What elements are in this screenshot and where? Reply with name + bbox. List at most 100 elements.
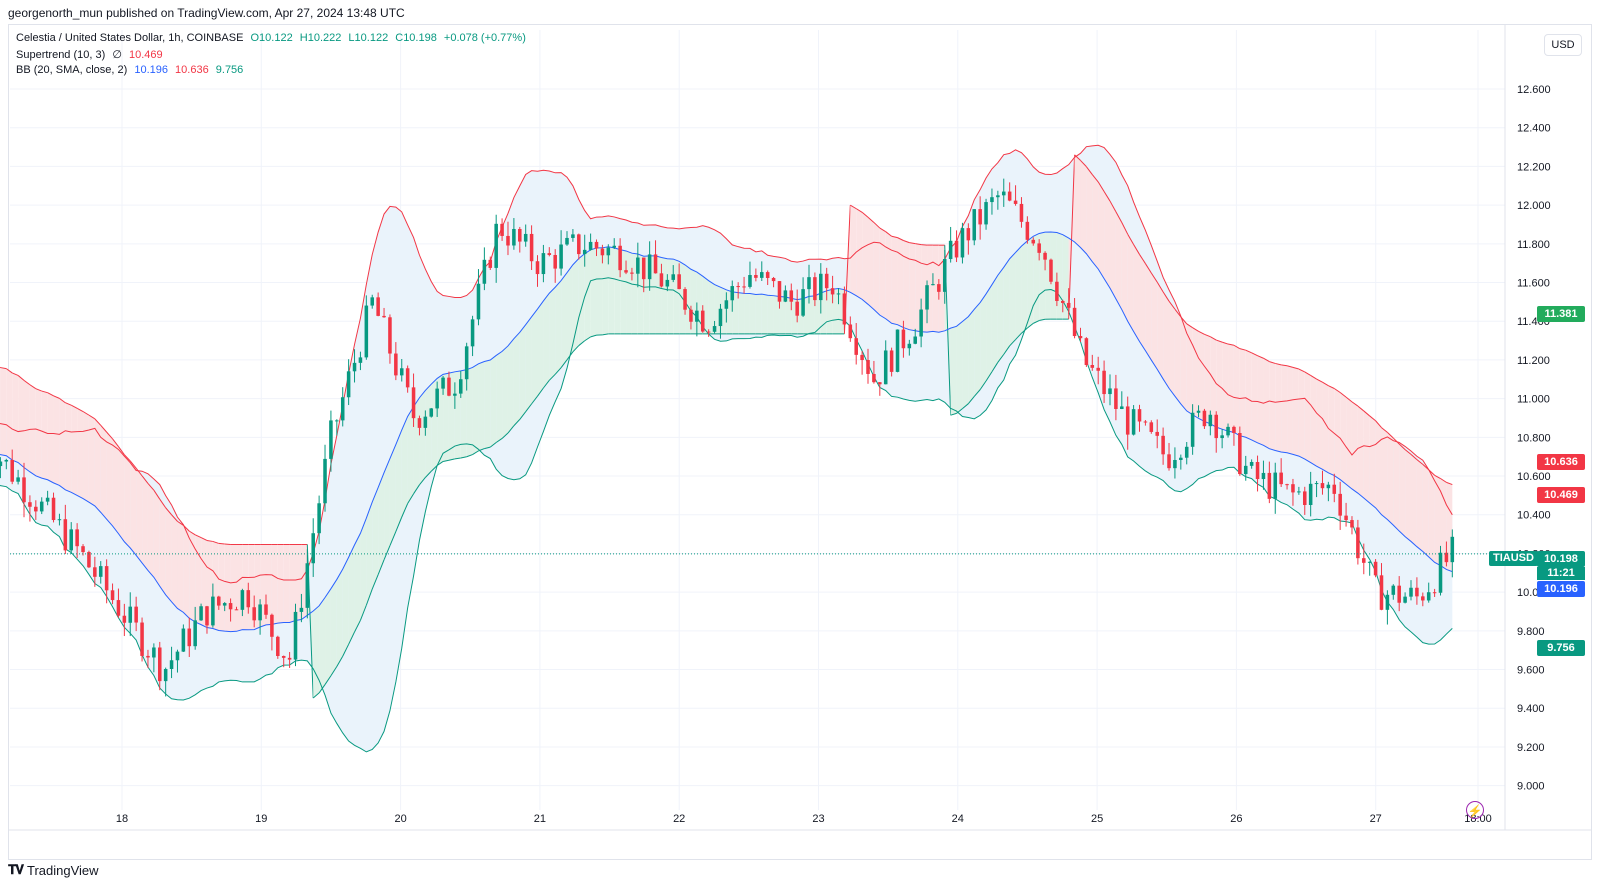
hidden-state-icon[interactable]: ∅ — [112, 49, 122, 61]
candle-body — [612, 245, 616, 248]
supertrend-fill — [6, 368, 13, 461]
supertrend-line — [1103, 191, 1111, 202]
supertrend-line — [1310, 375, 1317, 380]
candle-body — [1332, 484, 1337, 494]
candle-body — [1367, 561, 1372, 563]
candle-body — [441, 377, 445, 389]
time-tick-label: 18 — [116, 813, 128, 825]
candle-body — [712, 326, 717, 332]
candle-body — [429, 408, 434, 417]
supertrend-fill — [236, 544, 243, 632]
supertrend-fill — [1369, 415, 1376, 508]
candle-body — [1249, 461, 1254, 466]
supertrend-fill — [330, 579, 337, 676]
candle-body — [700, 310, 705, 332]
supertrend-line — [59, 397, 66, 404]
candle-body — [1037, 243, 1041, 253]
candle-body — [919, 309, 923, 337]
candle-body — [98, 566, 103, 577]
candle-body — [565, 237, 569, 245]
candle-body — [1226, 426, 1230, 436]
supertrend-fill — [1169, 301, 1175, 397]
candle-body — [925, 285, 929, 310]
supertrend-line — [413, 484, 420, 495]
candle-body — [417, 418, 422, 428]
candle-body — [146, 655, 150, 658]
supertrend-line — [365, 588, 373, 606]
candle-body — [287, 657, 292, 660]
candle-body — [1302, 491, 1307, 505]
supertrend-line — [507, 425, 515, 434]
candle-body — [87, 552, 91, 568]
supertrend-fill — [124, 454, 131, 549]
supertrend-fill — [1222, 342, 1229, 432]
supertrend-line — [861, 211, 869, 218]
supertrend-fill — [1316, 379, 1323, 470]
candle-body — [281, 655, 286, 658]
candle-body — [1444, 552, 1449, 563]
supertrend-line — [147, 483, 155, 491]
candle-body — [500, 223, 504, 236]
supertrend-line — [100, 424, 108, 433]
candle-body — [653, 254, 658, 274]
supertrend-fill — [590, 248, 597, 337]
bb-legend[interactable]: BB (20, SMA, close, 2) 10.196 10.636 9.7… — [16, 64, 247, 76]
supertrend-fill — [1080, 160, 1087, 254]
supertrend-fill — [761, 294, 768, 334]
candle-body — [913, 336, 917, 344]
candle-body — [1421, 596, 1425, 601]
supertrend-line — [1227, 343, 1235, 346]
candle-body — [972, 209, 977, 241]
candle-body — [110, 590, 115, 601]
supertrend-fill — [472, 363, 479, 455]
candle-body — [541, 253, 546, 275]
candle-body — [671, 274, 676, 280]
supertrend-fill — [1216, 340, 1223, 430]
candle-body — [1267, 472, 1272, 499]
supertrend-line — [177, 520, 184, 526]
candle-body — [240, 590, 245, 610]
supertrend-line — [1133, 244, 1140, 255]
candle-body — [311, 533, 315, 564]
candle-body — [435, 388, 439, 409]
candle-body — [246, 590, 251, 608]
price-tick-label: 12.400 — [1517, 123, 1551, 135]
supertrend-line — [1363, 410, 1371, 417]
currency-button[interactable]: USD — [1544, 34, 1582, 56]
supertrend-fill — [41, 391, 48, 480]
candle-body — [122, 615, 127, 623]
candle-body — [1297, 491, 1301, 493]
supertrend-line — [584, 336, 591, 342]
supertrend-fill — [891, 236, 898, 325]
supertrend-fill — [1062, 234, 1069, 320]
candle-body — [423, 416, 428, 428]
candle-body — [1320, 483, 1325, 489]
supertrend-fill — [277, 544, 284, 624]
supertrend-line — [1333, 388, 1341, 393]
candle-body — [1220, 435, 1224, 439]
supertrend-fill — [868, 217, 874, 310]
supertrend-line — [1404, 449, 1412, 455]
candle-body — [264, 604, 268, 615]
supertrend-fill — [1357, 406, 1364, 499]
tradingview-logo[interactable]: 𝐓𝐕 TradingView — [8, 862, 99, 878]
supertrend-line — [855, 208, 863, 213]
supertrend-line — [112, 438, 119, 447]
price-tick-label: 11.800 — [1517, 239, 1550, 251]
supertrend-line — [383, 545, 391, 560]
supertrend-line — [407, 493, 414, 504]
supertrend-line — [401, 503, 409, 518]
candle-body — [724, 300, 729, 309]
supertrend-legend[interactable]: Supertrend (10, 3) ∅ 10.469 — [16, 48, 167, 61]
candle-body — [1409, 587, 1413, 597]
candle-body — [1108, 388, 1112, 395]
supertrend-line — [1080, 160, 1087, 167]
candle-body — [1013, 200, 1018, 204]
flash-icon[interactable]: ⚡ — [1466, 801, 1484, 819]
supertrend-line — [950, 412, 957, 416]
candle-body — [370, 297, 375, 306]
supertrend-fill — [932, 245, 939, 333]
supertrend-fill — [773, 295, 780, 334]
supertrend-line — [395, 516, 403, 532]
